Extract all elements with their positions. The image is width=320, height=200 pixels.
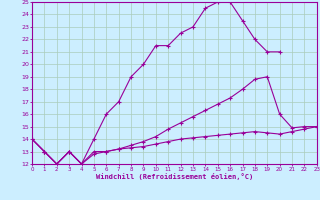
X-axis label: Windchill (Refroidissement éolien,°C): Windchill (Refroidissement éolien,°C)	[96, 173, 253, 180]
